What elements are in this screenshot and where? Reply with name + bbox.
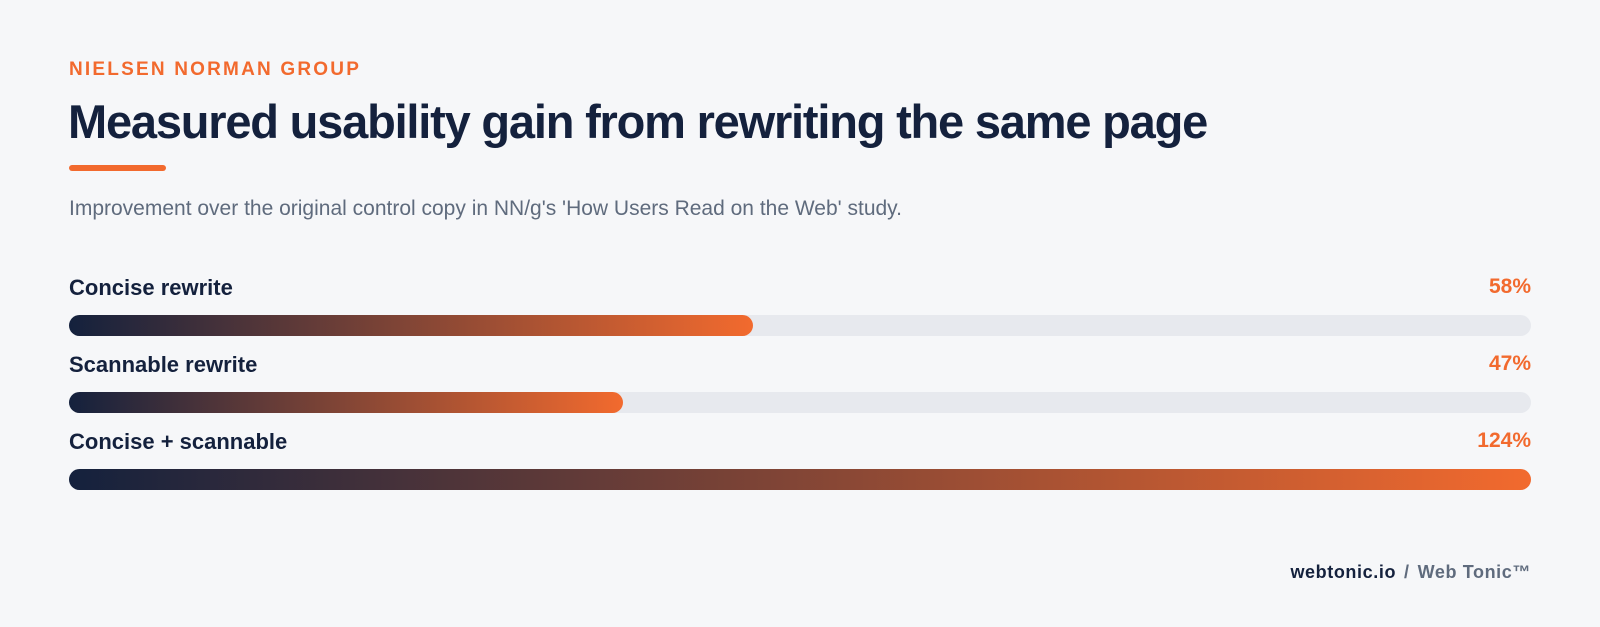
- footer-brand: Web Tonic™: [1417, 562, 1531, 582]
- footer-separator: /: [1404, 562, 1410, 582]
- footer-domain: webtonic.io: [1290, 562, 1397, 582]
- bar-value-label: 124%: [1477, 429, 1531, 452]
- page-title: Measured usability gain from rewriting t…: [68, 95, 1208, 148]
- bar-track: [69, 469, 1531, 490]
- bar-row: Concise rewrite 58%: [69, 275, 1531, 352]
- bar-track: [69, 392, 1531, 413]
- bar: [69, 315, 753, 336]
- bar-row: Concise + scannable 124%: [69, 429, 1531, 506]
- chart-subtitle: Improvement over the original control co…: [69, 197, 902, 220]
- bar: [69, 469, 1531, 490]
- bar-value-label: 58%: [1488, 275, 1531, 298]
- bar-label: Scannable rewrite: [69, 352, 258, 377]
- footer-credit: webtonic.io / Web Tonic™: [1290, 562, 1531, 583]
- bar-track: [69, 315, 1531, 336]
- bar-label: Concise rewrite: [69, 275, 233, 300]
- bar-value-label: 47%: [1488, 352, 1531, 375]
- bar-row: Scannable rewrite 47%: [69, 352, 1531, 429]
- eyebrow-label: NIELSEN NORMAN GROUP: [69, 59, 362, 80]
- title-accent-rule: [69, 165, 166, 171]
- bar: [69, 392, 624, 413]
- bar-label: Concise + scannable: [69, 429, 288, 454]
- bar-chart: Concise rewrite 58% Scannable rewrite 47% Co…: [69, 275, 1531, 506]
